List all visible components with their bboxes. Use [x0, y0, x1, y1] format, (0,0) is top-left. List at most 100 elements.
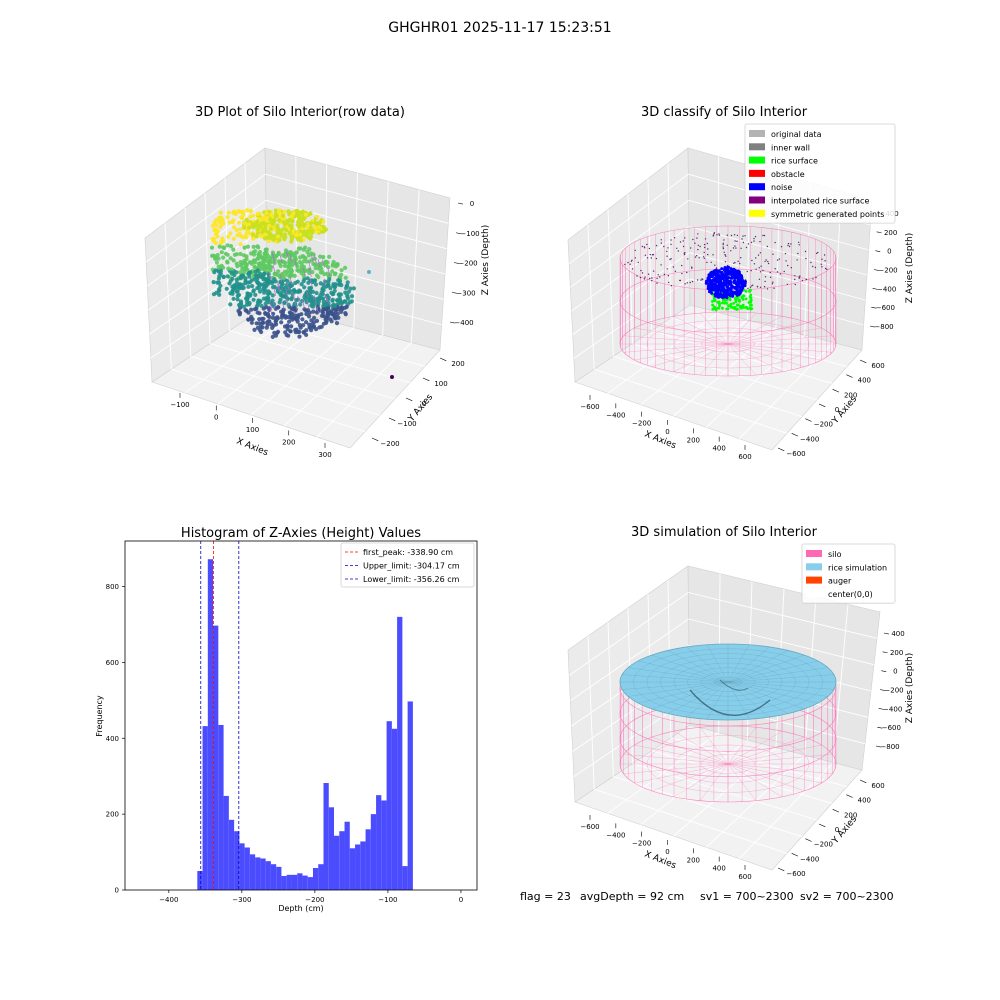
- chart3-y-tick-label: 800: [106, 583, 119, 591]
- chart1-point: [275, 234, 281, 239]
- chart3-title: Histogram of Z-Axies (Height) Values: [181, 526, 421, 541]
- chart1-point: [264, 256, 269, 261]
- chart4-legend-entry: auger: [828, 577, 852, 586]
- chart2-interp-point: [651, 254, 654, 256]
- chart2-noise-point: [713, 269, 717, 273]
- chart2-interp-point: [710, 261, 712, 263]
- chart1-point: [330, 263, 335, 268]
- chart1-point: [297, 295, 301, 305]
- chart1-point: [257, 250, 263, 255]
- chart1-point: [336, 282, 341, 287]
- chart1-point: [219, 250, 224, 255]
- chart2-noise-point: [716, 276, 720, 280]
- chart2-noise-point: [741, 279, 745, 283]
- chart1-point: [287, 319, 292, 324]
- chart3-x-tick-label: −200: [305, 896, 324, 904]
- chart2-x-tick-label: −600: [580, 403, 599, 411]
- chart1-point: [244, 302, 250, 307]
- chart3-y-tick-label: 600: [106, 659, 119, 667]
- chart1-point: [293, 280, 298, 286]
- chart2-interp-point: [767, 260, 769, 263]
- chart2-legend-entry: interpolated rice surface: [771, 197, 869, 206]
- chart2-legend-swatch: [749, 196, 765, 204]
- chart2-interp-point: [702, 278, 704, 281]
- chart1-point: [214, 217, 219, 223]
- chart2-noise-point: [725, 276, 729, 280]
- chart1-point: [213, 232, 218, 237]
- chart2-rice-point: [725, 298, 729, 302]
- chart2-rice-point: [748, 288, 752, 292]
- chart2-z-tick-label: 0: [887, 248, 891, 256]
- chart3-plot-frame: [124, 540, 478, 891]
- chart3-bar: [281, 875, 287, 890]
- chart1-point: [307, 259, 312, 264]
- chart2-y-tick-label: 600: [871, 362, 884, 370]
- chart2-interp-point: [722, 242, 724, 244]
- chart2-z-tick-mark: [872, 288, 878, 290]
- chart1-point: [349, 294, 355, 299]
- chart2-interp-point: [758, 267, 760, 269]
- chart1-point: [286, 297, 289, 306]
- chart1-point: [230, 288, 235, 293]
- chart2-rice-point: [744, 306, 747, 309]
- chart2-interp-point: [681, 264, 683, 267]
- chart2-legend-entry: obstacle: [771, 170, 805, 179]
- chart1-point: [244, 254, 249, 259]
- chart2-interp-point: [724, 254, 726, 256]
- chart2-y-tick-mark: [832, 389, 840, 393]
- chart2-interp-point: [744, 235, 746, 237]
- chart1-point: [257, 321, 262, 326]
- chart1-point: [252, 327, 257, 332]
- chart1-point: [269, 301, 273, 311]
- chart2-noise-point: [721, 276, 725, 280]
- chart1-y-tick-label: 0: [422, 400, 426, 408]
- chart1-point: [268, 217, 273, 222]
- chart1-point: [219, 240, 224, 245]
- chart1-point: [228, 291, 233, 296]
- chart4-x-tick-label: 400: [712, 865, 725, 873]
- chart2-legend-entry: symmetric generated points: [771, 210, 884, 219]
- chart1-point: [312, 278, 318, 283]
- chart1-point: [211, 280, 216, 285]
- chart2-interp-point: [815, 276, 817, 279]
- chart2-z-tick-mark: [869, 325, 875, 328]
- chart2-interp-point: [666, 268, 668, 270]
- chart1-point: [255, 256, 260, 261]
- chart4-y-tick-mark: [818, 823, 826, 828]
- chart1-point: [257, 311, 262, 316]
- chart1-point: [311, 309, 316, 314]
- chart2-floor-ring: [673, 327, 783, 361]
- chart1-point: [298, 232, 303, 237]
- chart2-noise-point: [710, 272, 714, 275]
- chart4-title: 3D simulation of Silo Interior: [631, 525, 818, 540]
- chart2-interp-point: [703, 251, 705, 254]
- chart2-rice-point: [714, 308, 718, 312]
- chart1-point: [250, 232, 256, 237]
- chart2-interp-point: [755, 268, 757, 270]
- chart1-point: [284, 228, 289, 233]
- chart2-interp-point: [691, 266, 693, 268]
- chart1-point: [280, 282, 285, 287]
- chart1-point: [213, 256, 218, 261]
- chart1-point: [305, 308, 311, 313]
- chart1-point: [295, 268, 300, 273]
- chart2-interp-point: [660, 239, 662, 241]
- chart1-point: [308, 261, 311, 270]
- chart2-interp-point: [798, 277, 800, 279]
- chart2-noise-point: [721, 289, 725, 293]
- chart2-interp-point: [631, 268, 634, 270]
- chart2-noise-point: [714, 284, 718, 288]
- chart3-bar: [386, 721, 392, 890]
- chart2-interp-point: [713, 232, 716, 234]
- chart2-legend: original data inner wall rice surface obsta…: [744, 123, 896, 224]
- chart1-point: [294, 301, 298, 310]
- chart1-point: [251, 297, 256, 302]
- chart1-point: [252, 307, 258, 312]
- chart1-point: [238, 270, 243, 275]
- chart2-interp-point: [753, 237, 755, 240]
- chart1-point: [261, 287, 266, 292]
- chart2-interp-point: [634, 257, 636, 259]
- chart2-noise-point: [712, 288, 716, 292]
- chart2-interp-point: [639, 276, 642, 279]
- chart1-point: [308, 221, 313, 226]
